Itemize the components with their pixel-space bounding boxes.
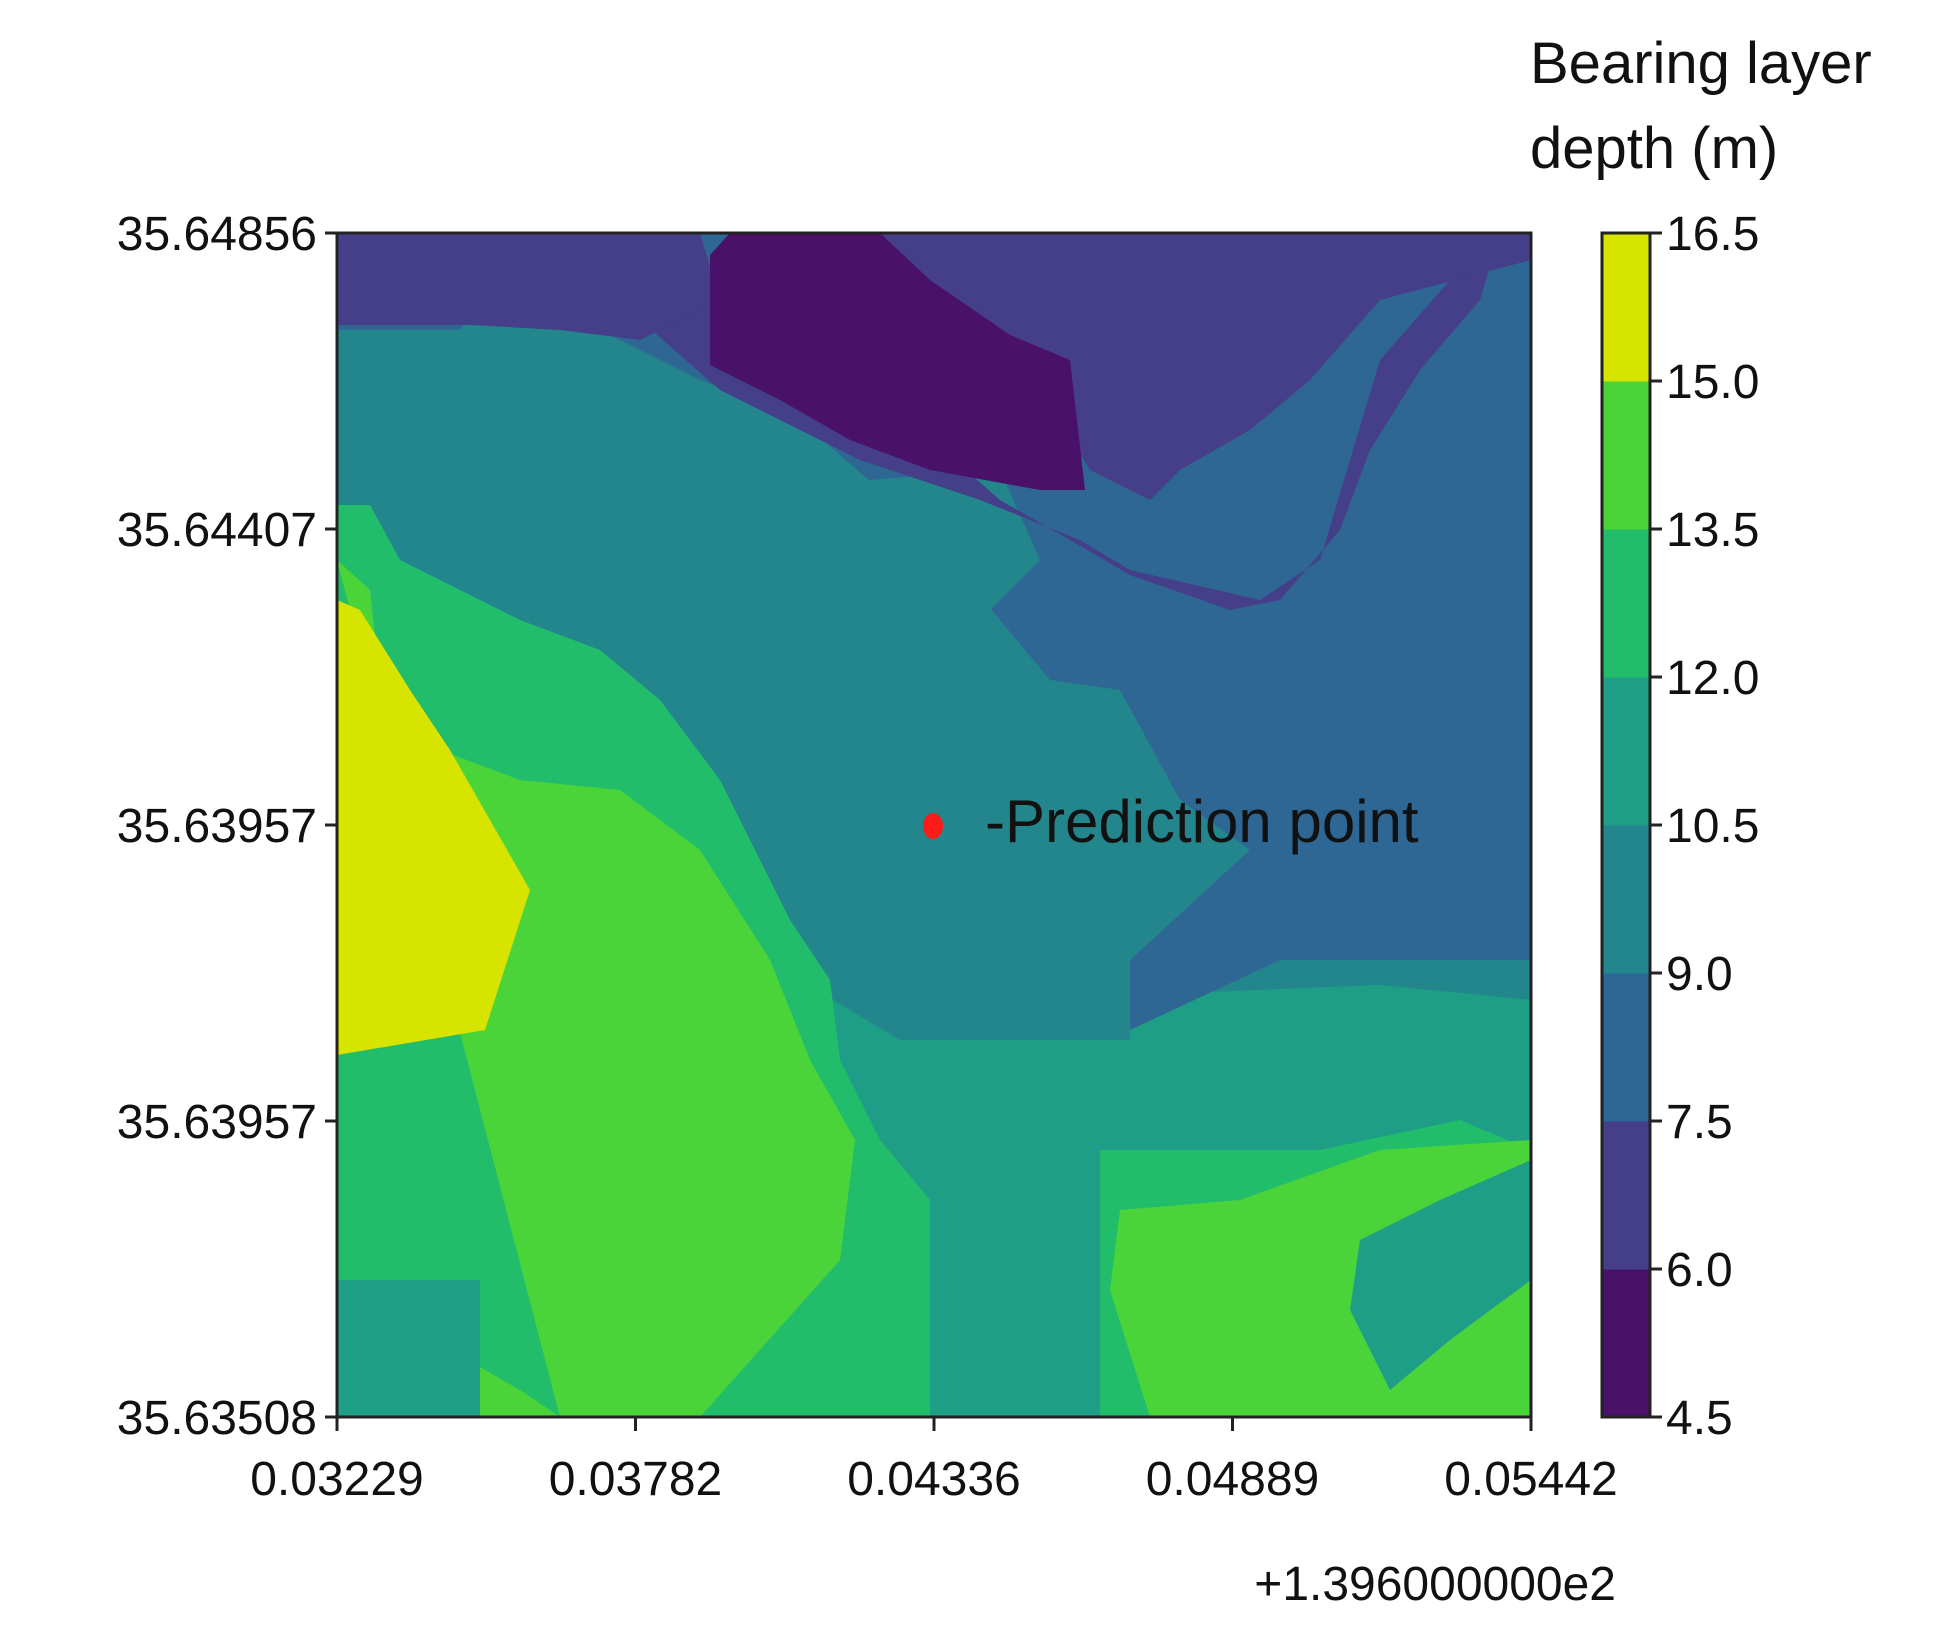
colorbar-tick-label: 15.0 xyxy=(1666,356,1759,409)
x-tick-label: 0.04336 xyxy=(847,1453,1021,1506)
x-offset-label: +1.396000000e2 xyxy=(1254,1558,1616,1611)
x-axis: 0.03229 0.03782 0.04336 0.04889 0.05442 xyxy=(250,1417,1618,1506)
x-tick-label: 0.03229 xyxy=(250,1453,424,1506)
colorbar-tick-label: 16.5 xyxy=(1666,208,1759,261)
x-tick-label: 0.03782 xyxy=(549,1453,723,1506)
y-tick-label: 35.64407 xyxy=(117,504,317,557)
colorbar-segment xyxy=(1602,973,1650,1122)
colorbar-segment xyxy=(1602,1121,1650,1270)
y-tick-label: 35.64856 xyxy=(117,208,317,261)
contour-band xyxy=(337,233,1531,500)
colorbar: 4.5 6.0 7.5 9.0 10.5 12.0 13.5 15.0 16.5 xyxy=(1600,208,1759,1445)
colorbar-tick-label: 4.5 xyxy=(1666,1392,1733,1445)
contour-band xyxy=(337,600,530,1055)
colorbar-segment xyxy=(1602,677,1650,826)
x-tick-label: 0.04889 xyxy=(1146,1453,1320,1506)
prediction-point-label: -Prediction point xyxy=(985,788,1419,855)
contour-band xyxy=(850,610,1060,780)
prediction-point: -Prediction point xyxy=(923,788,1419,855)
colorbar-tick-label: 7.5 xyxy=(1666,1096,1733,1149)
prediction-point-marker xyxy=(923,813,943,839)
y-axis: 35.64856 35.64407 35.63957 35.63957 35.63508 xyxy=(117,208,337,1445)
colorbar-tick-label: 12.0 xyxy=(1666,652,1759,705)
x-tick-label: 0.05442 xyxy=(1444,1453,1618,1506)
contour-band xyxy=(337,560,855,1417)
colorbar-segment xyxy=(1602,529,1650,678)
colorbar-title-line2: depth (m) xyxy=(1530,116,1778,181)
colorbar-tick-label: 10.5 xyxy=(1666,800,1759,853)
colorbar-segment xyxy=(1602,233,1650,382)
colorbar-tick-label: 13.5 xyxy=(1666,504,1759,557)
colorbar-tick-label: 9.0 xyxy=(1666,948,1733,1001)
contour-band xyxy=(710,233,1085,490)
colorbar-segment xyxy=(1602,381,1650,530)
y-tick-label: 35.63957 xyxy=(117,800,317,853)
colorbar-segment xyxy=(1602,1269,1650,1418)
contour-band xyxy=(337,1280,480,1417)
y-tick-label: 35.63508 xyxy=(117,1392,317,1445)
y-tick-label: 35.63957 xyxy=(117,1096,317,1149)
contour-band xyxy=(337,233,720,340)
contour-band xyxy=(1350,1160,1531,1390)
contour-fills xyxy=(337,233,1531,1417)
colorbar-segment xyxy=(1602,825,1650,974)
colorbar-title-line1: Bearing layer xyxy=(1530,31,1872,96)
colorbar-tick-label: 6.0 xyxy=(1666,1244,1733,1297)
